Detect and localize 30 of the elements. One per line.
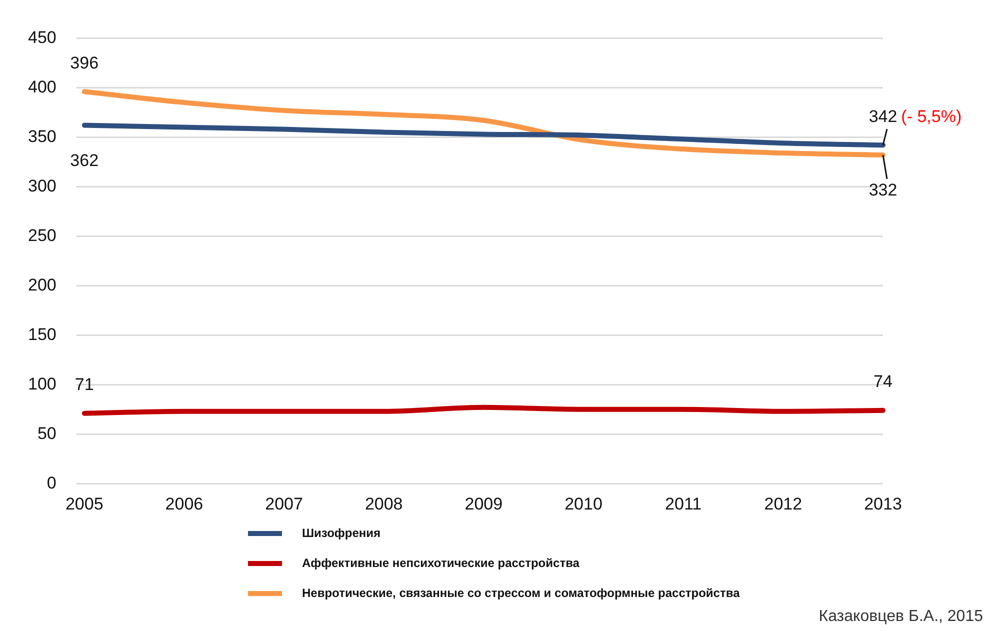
y-tick-label: 300 (28, 176, 56, 196)
legend-label: Невротические, связанные со стрессом и соматоформные расстройства (302, 586, 740, 600)
x-tick-label: 2008 (364, 494, 403, 514)
x-tick-label: 2005 (65, 494, 104, 514)
y-tick-label: 400 (28, 77, 56, 96)
x-tick-label: 2011 (665, 494, 702, 514)
text: Казаковцев Б.А., 2015 (818, 608, 983, 626)
y-tick-label: 450 (28, 28, 56, 47)
data-label: 362 (70, 150, 99, 170)
x-tick-label: 2012 (764, 494, 802, 514)
x-tick-label: 2010 (564, 494, 602, 514)
data-label: 396 (70, 53, 99, 72)
y-tick-label: 100 (28, 374, 56, 394)
data-label: 332 (868, 180, 898, 200)
x-tick-label: 2006 (165, 494, 204, 514)
y-tick-label: 0 (46, 473, 56, 492)
x-tick-label: 2013 (864, 494, 902, 514)
data-label: 342 (868, 106, 898, 126)
y-tick-label: 250 (28, 226, 56, 245)
y-tick-label: 50 (37, 424, 56, 443)
legend-label: Аффективные непсихотические расстройства (302, 556, 580, 570)
y-tick-label: 350 (28, 126, 56, 146)
data-label: 71 (74, 375, 94, 394)
annotation: (- 5,5%) (901, 106, 962, 126)
y-tick-label: 150 (28, 324, 56, 344)
data-label: 74 (874, 372, 892, 392)
x-tick-label: 2007 (265, 494, 303, 514)
x-tick-label: 2009 (464, 494, 503, 514)
legend-label: Шизофрения (302, 526, 381, 540)
y-tick-label: 200 (28, 275, 56, 294)
